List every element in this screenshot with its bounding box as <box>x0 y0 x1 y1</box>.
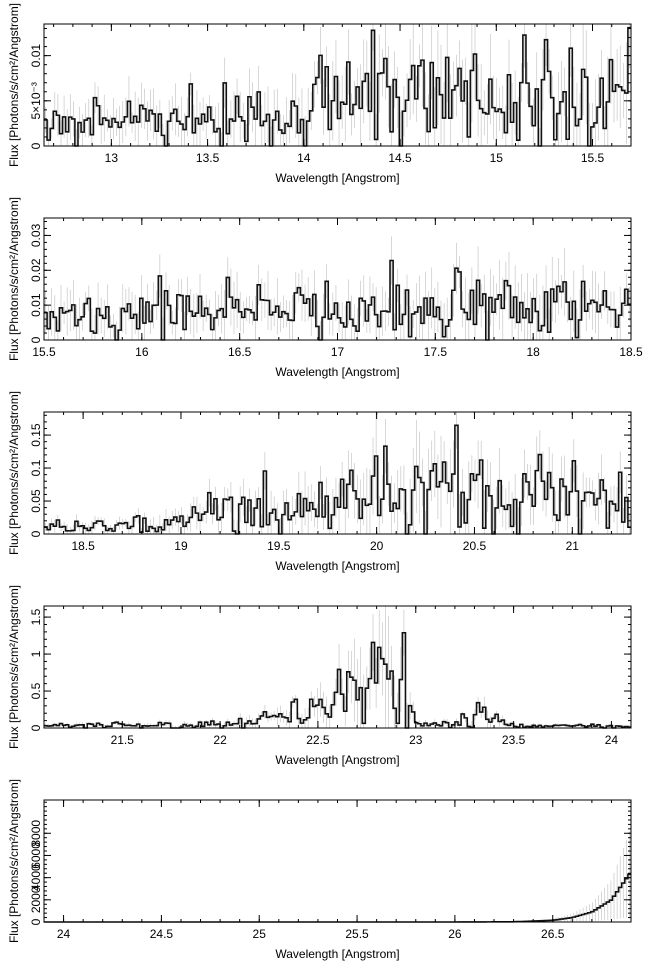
x-tick-label: 25.5 <box>345 927 369 941</box>
y-tick-label: 6000 <box>29 842 43 869</box>
x-tick-label: 16 <box>135 345 149 359</box>
spectrum-line-panel-4 <box>44 631 631 729</box>
y-tick-label: 5×10⁻³ <box>29 82 43 119</box>
x-tick-label: 16.5 <box>228 345 252 359</box>
y-tick-label: 0.5 <box>29 682 43 699</box>
error-bars-panel-5 <box>456 831 630 922</box>
y-tick-label: 0.1 <box>29 459 43 476</box>
x-tick-label: 18 <box>526 345 540 359</box>
x-tick-label: 17 <box>331 345 345 359</box>
panel-1: 13 13.5 14 14.5 15 15.5 Wavelength [Angstrom] 0… <box>7 3 632 185</box>
x-tick-label: 20.5 <box>463 539 487 553</box>
plot-frame <box>43 23 632 147</box>
x-tick-label: 13.5 <box>196 151 220 165</box>
x-tick-label: 20 <box>370 539 384 553</box>
x-tick-label: 15.5 <box>32 345 56 359</box>
error-bars-panel-4 <box>45 606 630 728</box>
x-tick-label: 19 <box>174 539 188 553</box>
error-bars-panel-2 <box>45 236 630 340</box>
y-tick-label: 1 <box>29 650 43 657</box>
y-axis-label: Flux [Photons/s/cm²/Angstrom] <box>7 779 21 943</box>
x-tick-label: 15.5 <box>581 151 605 165</box>
x-axis-panel-1: 13 13.5 14 14.5 15 15.5 <box>53 24 632 165</box>
y-tick-label: 0 <box>29 336 43 343</box>
x-tick-label: 26 <box>448 927 462 941</box>
spectrum-line-panel-5 <box>44 873 631 923</box>
y-axis-label: Flux [Photons/s/cm²/Angstrom] <box>7 3 21 167</box>
spectrum-line-panel-2 <box>44 259 631 341</box>
y-tick-label: 0.01 <box>29 44 43 68</box>
y-tick-label: 0 <box>29 918 43 925</box>
x-tick-label: 17.5 <box>424 345 448 359</box>
y-axis-panel-1: 0 5×10⁻³ 0.01 <box>29 28 631 149</box>
y-tick-label: 2000 <box>29 886 43 913</box>
x-tick-label: 22.5 <box>306 733 330 747</box>
y-tick-label: 1.5 <box>29 608 43 625</box>
plot-frame <box>43 605 632 729</box>
x-tick-label: 13 <box>105 151 119 165</box>
x-tick-label: 23 <box>409 733 423 747</box>
x-tick-label: 19.5 <box>267 539 291 553</box>
spectrum-line-panel-3 <box>44 424 631 535</box>
x-tick-label: 14.5 <box>388 151 412 165</box>
y-axis-label: Flux [Photons/s/cm²/Angstrom] <box>7 391 21 555</box>
x-tick-label: 18.5 <box>71 539 95 553</box>
x-tick-label: 25 <box>253 927 267 941</box>
y-tick-label: 0 <box>29 724 43 731</box>
plot-frame <box>43 799 632 923</box>
y-tick-label: 0.05 <box>29 489 43 513</box>
spectrum-line-panel-1 <box>44 26 631 147</box>
x-tick-label: 21.5 <box>111 733 135 747</box>
y-tick-label: 4000 <box>29 864 43 891</box>
x-axis-label: Wavelength [Angstrom] <box>275 171 399 185</box>
x-tick-label: 24 <box>57 927 71 941</box>
y-tick-label: 0.01 <box>29 293 43 317</box>
y-tick-label: 0 <box>29 142 43 149</box>
x-tick-label: 26.5 <box>541 927 565 941</box>
x-tick-label: 23.5 <box>502 733 526 747</box>
x-axis-label: Wavelength [Angstrom] <box>275 947 399 961</box>
panel-5: 24 24.5 25 25.5 26 26.5 Wavelength [Angstrom] 0… <box>7 779 632 961</box>
x-tick-label: 24 <box>605 733 619 747</box>
y-axis-panel-2: 0 0.01 0.02 0.03 <box>29 220 631 343</box>
x-tick-label: 15 <box>490 151 504 165</box>
y-axis-panel-4: 0 0.5 1 1.5 <box>29 608 631 731</box>
y-tick-label: 0.02 <box>29 258 43 282</box>
panel-2: 15.5 16 16.5 17 17.5 18 18.5 Wavelength [Angstr… <box>7 197 643 379</box>
x-tick-label: 24.5 <box>150 927 174 941</box>
x-tick-label: 22 <box>213 733 227 747</box>
x-axis-label: Wavelength [Angstrom] <box>275 559 399 573</box>
x-axis-label: Wavelength [Angstrom] <box>275 365 399 379</box>
y-axis-label: Flux [Photons/s/cm²/Angstrom] <box>7 585 21 749</box>
x-axis-panel-3: 18.5 19 19.5 20 20.5 21 <box>43 412 632 553</box>
x-axis-panel-2: 15.5 16 16.5 17 17.5 18 18.5 <box>32 218 643 359</box>
panel-3: 18.5 19 19.5 20 20.5 21 Wavelength [Angstrom] 0… <box>7 391 632 573</box>
y-tick-label: 0 <box>29 530 43 537</box>
x-axis-panel-4: 21.5 22 22.5 23 23.5 24 <box>43 606 632 747</box>
y-axis-label: Flux [Photons/s/cm²/Angstrom] <box>7 197 21 361</box>
x-tick-label: 21 <box>566 539 580 553</box>
y-tick-label: 8000 <box>29 820 43 847</box>
y-tick-label: 0.03 <box>29 223 43 247</box>
x-axis-label: Wavelength [Angstrom] <box>275 753 399 767</box>
panel-4: 21.5 22 22.5 23 23.5 24 Wavelength [Angstrom] 0… <box>7 585 632 767</box>
y-axis-panel-3: 0 0.05 0.1 0.15 <box>29 414 631 537</box>
y-tick-label: 0.15 <box>29 423 43 447</box>
x-tick-label: 14 <box>297 151 311 165</box>
x-tick-label: 18.5 <box>619 345 643 359</box>
